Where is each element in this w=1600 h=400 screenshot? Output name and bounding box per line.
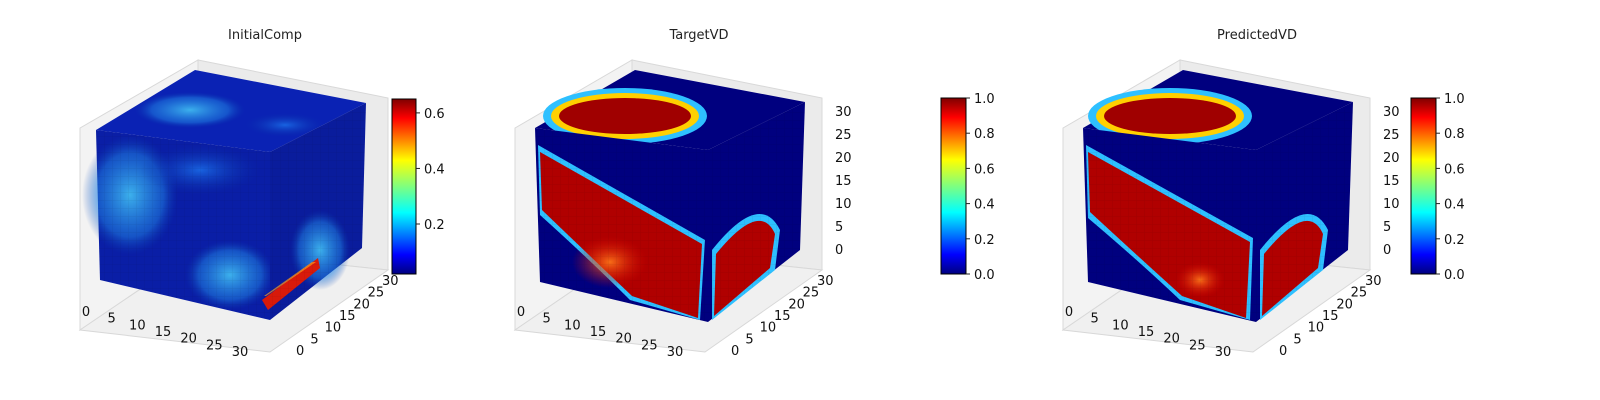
y-tick-label: 0 bbox=[731, 344, 739, 359]
colorbar-tick-label: 0.6 bbox=[1444, 162, 1465, 177]
z-tick-label: 5 bbox=[1383, 220, 1391, 235]
x-tick-label: 5 bbox=[1091, 312, 1099, 327]
voxel-cube bbox=[535, 70, 805, 322]
colorbar-tick-label: 0.8 bbox=[974, 127, 995, 142]
y-tick-label: 20 bbox=[788, 297, 805, 312]
z-tick-label: 20 bbox=[1383, 151, 1400, 166]
z-tick-label: 15 bbox=[835, 174, 852, 189]
x-tick-label: 0 bbox=[1065, 305, 1073, 320]
chart-title: PredictedVD bbox=[1217, 28, 1297, 43]
colorbar-tick-label: 0.2 bbox=[1444, 233, 1465, 248]
y-tick-label: 10 bbox=[1308, 321, 1325, 336]
x-tick-label: 20 bbox=[1163, 332, 1180, 347]
x-tick-label: 25 bbox=[1189, 338, 1206, 353]
x-tick-label: 0 bbox=[517, 305, 525, 320]
colorbar-tick-label: 0.4 bbox=[974, 198, 995, 213]
colorbar: 0.0 0.2 0.4 0.6 0.8 1.0 bbox=[940, 92, 995, 283]
z-tick-label: 20 bbox=[835, 151, 852, 166]
colorbar-tick-label: 0.0 bbox=[1444, 268, 1465, 283]
y-tick-label: 15 bbox=[1322, 309, 1339, 324]
y-tick-label: 15 bbox=[774, 309, 791, 324]
voxel-cube bbox=[82, 70, 366, 320]
y-tick-label: 5 bbox=[310, 332, 318, 347]
x-axis: 0 5 10 15 20 25 30 bbox=[1065, 305, 1231, 360]
colorbar-tick-label: 0.4 bbox=[424, 162, 445, 177]
z-tick-label: 10 bbox=[835, 197, 852, 212]
x-tick-label: 5 bbox=[543, 312, 551, 327]
colorbar-gradient bbox=[391, 98, 417, 275]
colorbar-gradient bbox=[940, 97, 967, 275]
z-tick-label: 25 bbox=[1383, 128, 1400, 143]
z-axis: 0 5 10 15 20 25 30 bbox=[835, 105, 852, 258]
y-tick-label: 15 bbox=[339, 309, 356, 324]
z-axis: 0 5 10 15 20 25 30 bbox=[1383, 105, 1400, 258]
y-tick-label: 25 bbox=[368, 286, 385, 301]
y-tick-label: 25 bbox=[1351, 286, 1368, 301]
y-tick-label: 0 bbox=[1279, 344, 1287, 359]
z-tick-label: 30 bbox=[835, 105, 852, 120]
x-tick-label: 10 bbox=[1112, 318, 1129, 333]
x-tick-label: 15 bbox=[590, 325, 607, 340]
colorbar-tick-label: 0.2 bbox=[974, 233, 995, 248]
x-tick-label: 20 bbox=[180, 332, 197, 347]
y-tick-label: 30 bbox=[817, 274, 834, 289]
z-tick-label: 15 bbox=[1383, 174, 1400, 189]
y-tick-label: 25 bbox=[803, 286, 820, 301]
colorbar-tick-label: 0.0 bbox=[974, 268, 995, 283]
colorbar-tick-label: 0.4 bbox=[1444, 198, 1465, 213]
colorbar-tick-label: 0.6 bbox=[974, 162, 995, 177]
x-axis: 0 5 10 15 20 25 30 bbox=[517, 305, 683, 360]
x-axis: 0 5 10 15 20 25 30 bbox=[82, 305, 248, 360]
x-tick-label: 15 bbox=[1138, 325, 1155, 340]
x-tick-label: 30 bbox=[667, 345, 684, 360]
z-tick-label: 25 bbox=[835, 128, 852, 143]
x-tick-label: 30 bbox=[1215, 345, 1232, 360]
y-tick-label: 20 bbox=[353, 297, 370, 312]
y-tick-label: 20 bbox=[1336, 297, 1353, 312]
x-tick-label: 0 bbox=[82, 305, 90, 320]
colorbar-tick-label: 1.0 bbox=[974, 92, 995, 107]
x-tick-label: 30 bbox=[232, 345, 249, 360]
chart-title: InitialComp bbox=[228, 28, 302, 43]
y-tick-label: 10 bbox=[325, 321, 342, 336]
x-tick-label: 10 bbox=[564, 318, 581, 333]
z-tick-label: 5 bbox=[835, 220, 843, 235]
y-tick-label: 10 bbox=[760, 321, 777, 336]
z-tick-label: 10 bbox=[1383, 197, 1400, 212]
z-tick-label: 30 bbox=[1383, 105, 1400, 120]
colorbar: 0.2 0.4 0.6 bbox=[391, 98, 445, 275]
panel-initialcomp: InitialComp 0 5 10 15 20 25 30 0 bbox=[78, 28, 445, 360]
z-tick-label: 0 bbox=[835, 243, 843, 258]
voxel-cube bbox=[1083, 70, 1353, 322]
colorbar-gradient bbox=[1410, 97, 1437, 275]
y-tick-label: 5 bbox=[745, 332, 753, 347]
x-tick-label: 15 bbox=[155, 325, 172, 340]
z-tick-label: 0 bbox=[1383, 243, 1391, 258]
y-tick-label: 5 bbox=[1293, 332, 1301, 347]
x-tick-label: 10 bbox=[129, 318, 146, 333]
colorbar-tick-label: 0.8 bbox=[1444, 127, 1465, 142]
colorbar: 0.0 0.2 0.4 0.6 0.8 1.0 bbox=[1410, 92, 1465, 283]
x-tick-label: 20 bbox=[615, 332, 632, 347]
x-tick-label: 25 bbox=[206, 338, 223, 353]
y-tick-label: 30 bbox=[1365, 274, 1382, 289]
x-tick-label: 25 bbox=[641, 338, 658, 353]
y-tick-label: 30 bbox=[382, 274, 399, 289]
colorbar-tick-label: 0.6 bbox=[424, 107, 445, 122]
chart-title: TargetVD bbox=[668, 28, 728, 43]
colorbar-tick-label: 0.2 bbox=[424, 218, 445, 233]
y-tick-label: 0 bbox=[296, 344, 304, 359]
colorbar-tick-label: 1.0 bbox=[1444, 92, 1465, 107]
x-tick-label: 5 bbox=[108, 312, 116, 327]
